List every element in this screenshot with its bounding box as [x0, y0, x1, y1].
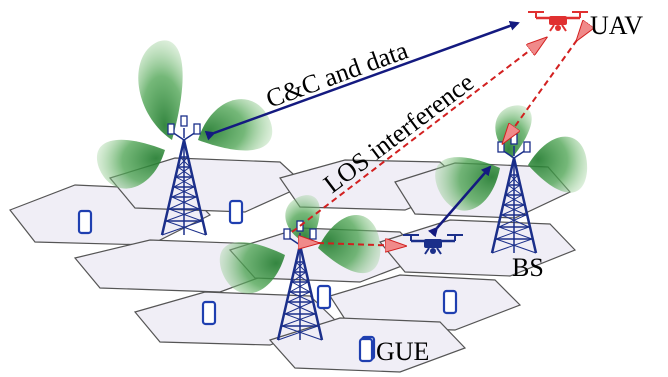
cc-link-arrow-bs-uav: [427, 165, 492, 238]
smartphone-icon: [77, 209, 93, 235]
smartphone-icon: [228, 199, 244, 225]
interference-arrow-uav-bs: [503, 40, 577, 143]
smartphone-icon: [442, 289, 458, 315]
los-interference-arrow: [291, 38, 546, 233]
uav-drone-icon: [526, 10, 590, 33]
gue-label: GUE: [376, 337, 429, 366]
cell: [378, 219, 577, 277]
gue-legend: GUE: [358, 337, 429, 366]
smartphone-icon: [201, 300, 217, 326]
smartphone-icon: [316, 284, 332, 310]
smartphone-icon: [358, 337, 374, 363]
bs-label: BS: [512, 253, 544, 282]
uav-label: UAV: [590, 11, 643, 40]
antenna-beam-icon: [134, 38, 189, 143]
interference-arrow-bs-uav: [318, 243, 405, 246]
cc-link-label: C&C and data: [262, 35, 412, 113]
cc-link-arrow-uav: [204, 21, 520, 141]
